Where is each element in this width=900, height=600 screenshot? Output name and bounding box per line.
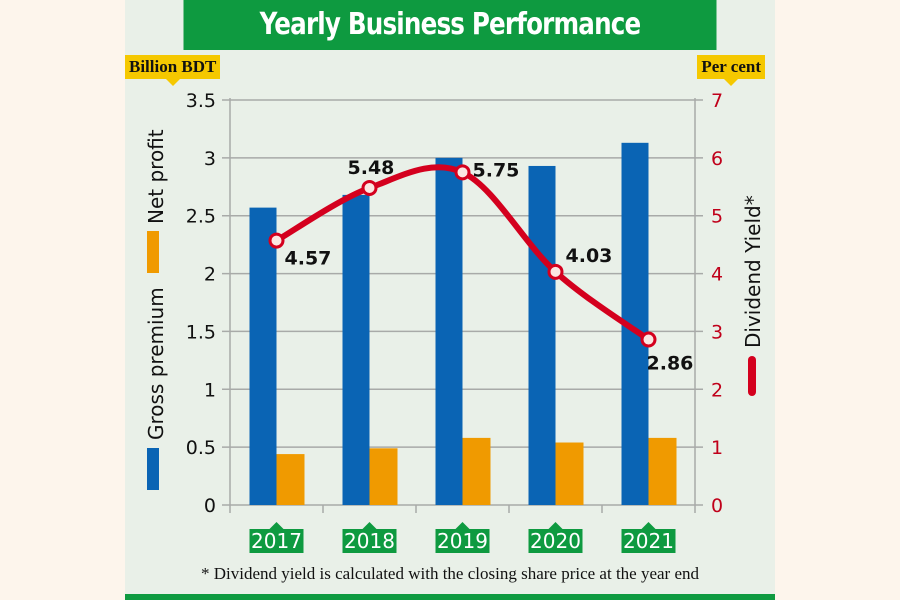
- x-tick-label-2021: 2021: [623, 529, 674, 553]
- right-tick-label: 4: [711, 264, 723, 286]
- left-tick-label: 2.5: [186, 206, 216, 228]
- right-tick-label: 7: [711, 90, 723, 112]
- dividend-yield-point-2017: [268, 232, 285, 249]
- chart-panel: Yearly Business Performance Billion BDT …: [125, 0, 775, 600]
- legend-swatch-net-profit: [147, 231, 159, 273]
- year-tag: [249, 529, 304, 553]
- right-tick-label: 2: [711, 379, 723, 401]
- left-tick-label: 3: [204, 148, 216, 170]
- chart-title: Yearly Business Performance: [183, 0, 717, 50]
- right-tick-label: 6: [711, 148, 723, 170]
- x-tick-label-2018: 2018: [344, 529, 395, 553]
- legend-label-net-profit: Net profit: [144, 129, 168, 224]
- year-tag-pointer: [361, 522, 378, 530]
- x-tick-label-2017: 2017: [251, 529, 302, 553]
- year-tag-pointer: [268, 522, 285, 530]
- right-tick-label: 3: [711, 321, 723, 343]
- left-tick-label: 2: [204, 264, 216, 286]
- legend-label-dividend-yield: Dividend Yield*: [741, 195, 765, 348]
- data-label-2021: 2.86: [647, 353, 694, 375]
- bottom-bar: [125, 594, 775, 600]
- bar-gross-premium-2020: [528, 165, 556, 505]
- footnote: * Dividend yield is calculated with the …: [200, 564, 700, 583]
- bar-net-profit-2021: [648, 437, 677, 505]
- right-tick-label: 0: [711, 495, 723, 517]
- bar-net-profit-2020: [555, 442, 584, 505]
- legend-swatch-dividend-yield: [748, 356, 756, 396]
- left-tick-label: 0: [204, 495, 216, 517]
- data-label-2018: 5.48: [348, 157, 395, 179]
- bar-net-profit-2017: [276, 454, 305, 505]
- year-tag: [621, 529, 676, 553]
- right-tick-label: 5: [711, 206, 723, 228]
- left-axis-unit: Billion BDT: [125, 55, 221, 86]
- data-label-2020: 4.03: [566, 245, 613, 267]
- year-tag-pointer: [454, 522, 471, 530]
- right-axis-unit: Per cent: [697, 55, 765, 86]
- x-tick-label-2020: 2020: [530, 529, 581, 553]
- left-tick-label: 3.5: [186, 90, 216, 112]
- dividend-yield-point-2020: [547, 263, 564, 280]
- left-tick-label: 0.5: [186, 437, 216, 459]
- bar-gross-premium-2017: [249, 207, 277, 505]
- left-tick-label: 1: [204, 379, 216, 401]
- dividend-yield-point-2018: [361, 179, 378, 196]
- year-tag: [342, 529, 397, 553]
- left-tick-label: 1.5: [186, 321, 216, 343]
- year-tag: [435, 529, 490, 553]
- bar-net-profit-2019: [462, 437, 491, 505]
- bar-gross-premium-2019: [435, 157, 463, 505]
- chart-svg: 0 0.5 1 1.5 2 2.5 3 3.5 0 1 2 3 4 5 6 7 2017 2018 2019 2020…: [144, 90, 765, 553]
- year-tag-pointer: [547, 522, 564, 530]
- right-tick-label: 1: [711, 437, 723, 459]
- dividend-yield-point-2019: [454, 164, 471, 181]
- bar-gross-premium-2018: [342, 194, 370, 505]
- x-tick-label-2019: 2019: [437, 529, 488, 553]
- data-label-2017: 4.57: [285, 248, 332, 270]
- data-label-2019: 5.75: [473, 159, 520, 181]
- dividend-yield-point-2021: [640, 331, 657, 348]
- legend-swatch-gross-premium: [147, 448, 159, 490]
- year-tag-pointer: [640, 522, 657, 530]
- legend-label-gross-premium: Gross premium: [144, 287, 168, 440]
- bar-net-profit-2018: [369, 448, 398, 505]
- year-tag: [528, 529, 583, 553]
